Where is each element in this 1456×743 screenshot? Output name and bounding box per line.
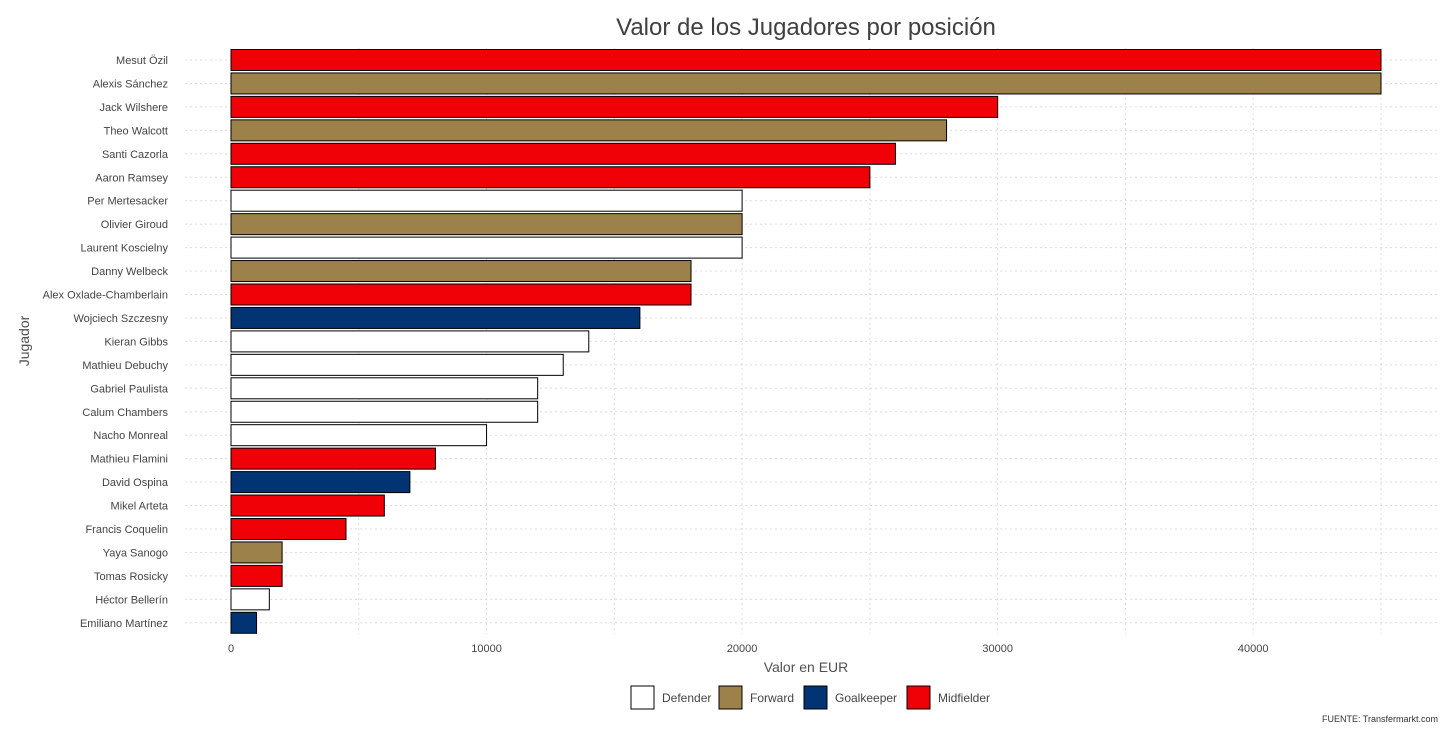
x-tick-label: 0 xyxy=(228,643,234,655)
bar xyxy=(230,330,590,353)
y-tick-labels: Mesut Özil Alexis Sánchez Jack Wilshere The… xyxy=(43,55,169,630)
bar xyxy=(230,236,743,259)
y-tick-label: Santi Cazorla xyxy=(102,149,169,161)
x-axis-title: Valor en EUR xyxy=(764,659,849,675)
y-tick-label: Olivier Giroud xyxy=(101,219,168,231)
legend-label: Midfielder xyxy=(938,691,990,705)
legend-swatch xyxy=(906,685,931,710)
y-tick-label: Tomas Rosicky xyxy=(94,571,168,583)
bar xyxy=(230,189,743,212)
y-tick-label: Nacho Monreal xyxy=(93,430,168,442)
y-tick-label: Danny Welbeck xyxy=(91,266,168,278)
legend-label: Defender xyxy=(662,691,711,705)
y-tick-label: Theo Walcott xyxy=(104,125,168,137)
y-tick-label: Héctor Bellerín xyxy=(95,594,168,606)
x-tick-label: 30000 xyxy=(982,643,1013,655)
y-tick-label: Yaya Sanogo xyxy=(103,547,168,559)
caption: FUENTE: Transfermarkt.com xyxy=(1322,714,1438,724)
legend-swatch xyxy=(803,685,828,710)
bar xyxy=(230,49,1382,71)
bar xyxy=(230,611,258,634)
bar xyxy=(230,400,539,423)
bar xyxy=(230,564,283,587)
y-tick-label: Emiliano Martínez xyxy=(80,618,168,630)
y-tick-label: Calum Chambers xyxy=(82,407,168,419)
bar xyxy=(230,260,692,283)
chart-title: Valor de los Jugadores por posición xyxy=(616,14,996,41)
y-tick-label: Mathieu Flamini xyxy=(90,454,168,466)
legend-label: Forward xyxy=(750,691,794,705)
y-tick-label: Alex Oxlade-Chamberlain xyxy=(43,290,168,302)
bar xyxy=(230,447,436,470)
bar xyxy=(230,306,641,329)
legend-label: Goalkeeper xyxy=(835,691,897,705)
y-axis-title: Jugador xyxy=(16,315,32,366)
bar xyxy=(230,588,270,611)
legend-swatch xyxy=(630,685,655,710)
bar xyxy=(230,95,999,118)
bar xyxy=(230,471,411,494)
bar xyxy=(230,213,743,236)
y-tick-label: Wojciech Szczesny xyxy=(73,313,168,325)
bar xyxy=(230,119,948,142)
legend-swatch xyxy=(718,685,743,710)
x-tick-label: 20000 xyxy=(727,643,758,655)
x-tick-labels: 0 10000 20000 30000 40000 xyxy=(228,643,1269,655)
y-tick-label: Mesut Özil xyxy=(116,55,168,67)
x-tick-label: 40000 xyxy=(1238,643,1269,655)
y-tick-label: Aaron Ramsey xyxy=(95,172,168,184)
bar xyxy=(230,377,539,400)
bar xyxy=(230,142,896,165)
bar xyxy=(230,283,692,306)
bars-layer xyxy=(230,49,1382,634)
bar xyxy=(230,166,871,189)
y-tick-label: Per Mertesacker xyxy=(87,196,168,208)
y-tick-label: Mathieu Debuchy xyxy=(82,360,168,372)
bar xyxy=(230,518,347,540)
y-tick-label: Alexis Sánchez xyxy=(93,78,168,90)
bar xyxy=(230,424,488,447)
bar xyxy=(230,72,1382,95)
y-tick-label: Laurent Koscielny xyxy=(81,243,169,255)
bar xyxy=(230,541,283,564)
y-tick-label: David Ospina xyxy=(102,477,169,489)
y-tick-label: Francis Coquelin xyxy=(85,524,168,536)
x-tick-label: 10000 xyxy=(471,643,502,655)
legend: Defender Forward Goalkeeper Midfielder xyxy=(630,685,990,710)
y-tick-label: Jack Wilshere xyxy=(100,102,168,114)
y-tick-label: Mikel Arteta xyxy=(111,501,169,513)
bar xyxy=(230,494,385,517)
y-tick-label: Kieran Gibbs xyxy=(104,336,168,348)
y-tick-label: Gabriel Paulista xyxy=(90,383,169,395)
bar xyxy=(230,353,564,376)
